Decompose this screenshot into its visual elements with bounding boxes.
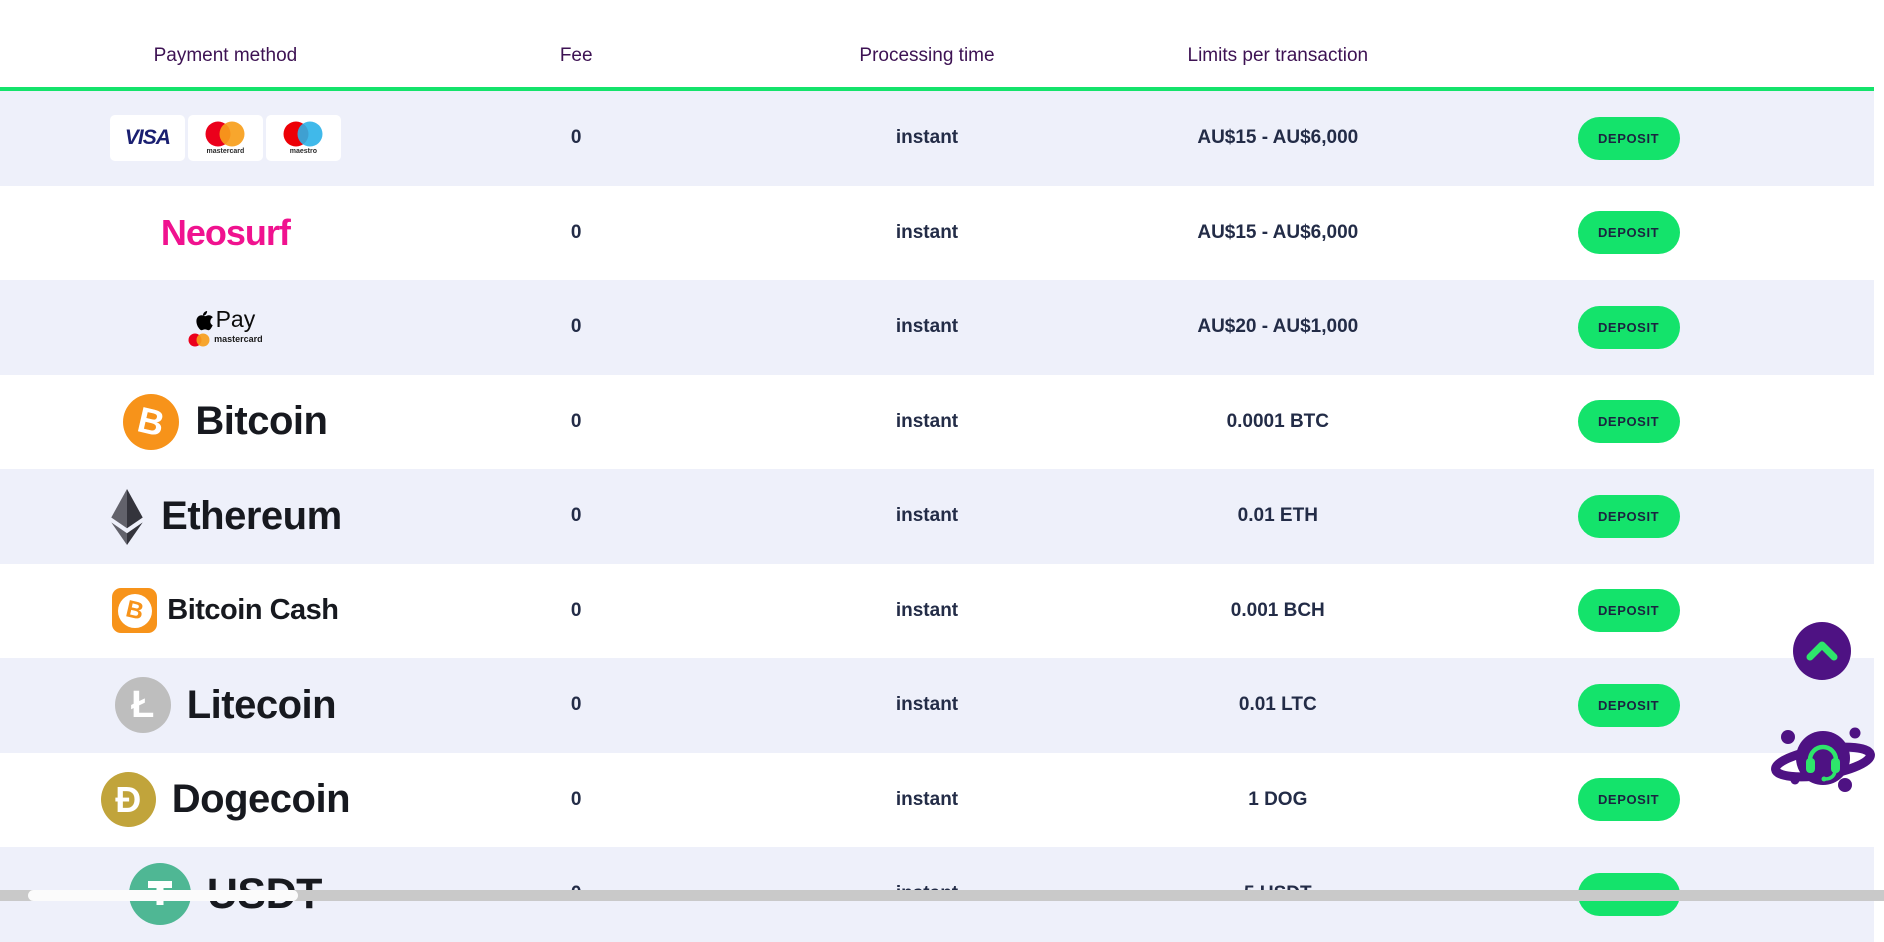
payment-method-label: Dogecoin: [171, 777, 351, 822]
fee-value: 0: [570, 505, 582, 527]
fee-value: 0: [570, 316, 582, 338]
support-chat-button[interactable]: [1766, 714, 1884, 804]
headset-planet-icon: [1771, 727, 1875, 792]
apple-icon: [195, 310, 213, 330]
deposit-button[interactable]: DEPOSIT: [1577, 778, 1680, 822]
apple-pay-label: Pay: [215, 305, 256, 332]
deposit-button[interactable]: DEPOSIT: [1577, 211, 1680, 255]
table-row-bitcoin-cash: B Bitcoin Cash 0 instant 0.001 BCH DEPOS…: [0, 564, 1874, 659]
maestro-icon: maestro: [265, 115, 341, 162]
payment-method-cards: VISA mastercard maestro: [50, 115, 401, 162]
horizontal-scrollbar[interactable]: [0, 890, 1884, 901]
fee-value: 0: [570, 599, 582, 621]
limits-value: AU$15 - AU$6,000: [1197, 221, 1359, 243]
payment-method-label: Litecoin: [186, 682, 337, 727]
deposit-button[interactable]: DEPOSIT: [1577, 116, 1680, 160]
deposit-button[interactable]: DEPOSIT: [1577, 400, 1680, 444]
mastercard-icon: mastercard: [187, 115, 263, 162]
chevron-up-icon: [1806, 641, 1838, 661]
limits-value: 1 DOG: [1248, 788, 1308, 810]
litecoin-icon: Ł: [114, 677, 171, 734]
limits-value: 0.01 LTC: [1238, 694, 1317, 716]
processing-time-value: instant: [895, 127, 959, 149]
fee-value: 0: [570, 694, 582, 716]
limits-value: 0.01 ETH: [1237, 505, 1318, 527]
table-row-neosurf: Neosurf 0 instant AU$15 - AU$6,000 DEPOS…: [0, 186, 1874, 281]
limits-value: 0.001 BCH: [1230, 599, 1325, 621]
processing-time-value: instant: [895, 410, 959, 432]
table-row-bitcoin: B Bitcoin 0 instant 0.0001 BTC DEPOSIT: [0, 375, 1874, 470]
fee-value: 0: [570, 410, 582, 432]
card-chips: VISA mastercard maestro: [109, 115, 341, 162]
bitcoin-icon: B: [123, 393, 180, 450]
processing-time-value: instant: [895, 788, 959, 810]
col-header-limits: Limits per transaction: [1187, 44, 1369, 66]
table-row-litecoin: Ł Litecoin 0 instant 0.01 LTC DEPOSIT: [0, 658, 1874, 753]
apple-pay-logo: Pay mastercard: [188, 305, 263, 347]
payment-method-label: Bitcoin Cash: [167, 594, 339, 627]
visa-icon: VISA: [109, 115, 185, 162]
limits-value: AU$15 - AU$6,000: [1197, 127, 1359, 149]
payment-method-label: Ethereum: [161, 493, 342, 538]
processing-time-value: instant: [895, 221, 959, 243]
neosurf-logo: Neosurf: [160, 211, 291, 253]
processing-time-value: instant: [895, 599, 959, 621]
bitcoin-cash-icon: B: [112, 588, 158, 634]
limits-value: AU$20 - AU$1,000: [1197, 316, 1359, 338]
deposit-button[interactable]: DEPOSIT: [1577, 305, 1680, 349]
ethereum-icon: [111, 488, 143, 545]
fee-value: 0: [570, 788, 582, 810]
fee-value: 0: [570, 221, 582, 243]
mastercard-label: mastercard: [214, 334, 263, 345]
dogecoin-icon: Ð: [100, 772, 156, 828]
deposit-button[interactable]: DEPOSIT: [1577, 589, 1680, 633]
table-row-apple-pay: Pay mastercard 0 instant AU$20 - AU$1,00…: [0, 280, 1874, 375]
processing-time-value: instant: [895, 694, 959, 716]
payment-method-label: Bitcoin: [195, 399, 328, 444]
table-row-cards: VISA mastercard maestro: [0, 91, 1874, 186]
mastercard-icon: [188, 333, 210, 347]
table-row-ethereum: Ethereum 0 instant 0.01 ETH DEPOSIT: [0, 469, 1874, 564]
deposit-button[interactable]: DEPOSIT: [1577, 683, 1680, 727]
table-row-dogecoin: Ð Dogecoin 0 instant 1 DOG DEPOSIT: [0, 753, 1874, 848]
deposit-button[interactable]: DEPOSIT: [1577, 494, 1680, 538]
col-header-payment-method: Payment method: [153, 44, 298, 66]
processing-time-value: instant: [895, 505, 959, 527]
limits-value: 0.0001 BTC: [1226, 410, 1330, 432]
fee-value: 0: [570, 127, 582, 149]
table-header-row: Payment method Fee Processing time Limit…: [0, 0, 1874, 91]
col-header-processing-time: Processing time: [859, 44, 995, 66]
processing-time-value: instant: [895, 316, 959, 338]
scroll-to-top-button[interactable]: [1793, 622, 1851, 680]
col-header-fee: Fee: [559, 44, 593, 66]
horizontal-scrollbar-thumb[interactable]: [28, 890, 298, 901]
